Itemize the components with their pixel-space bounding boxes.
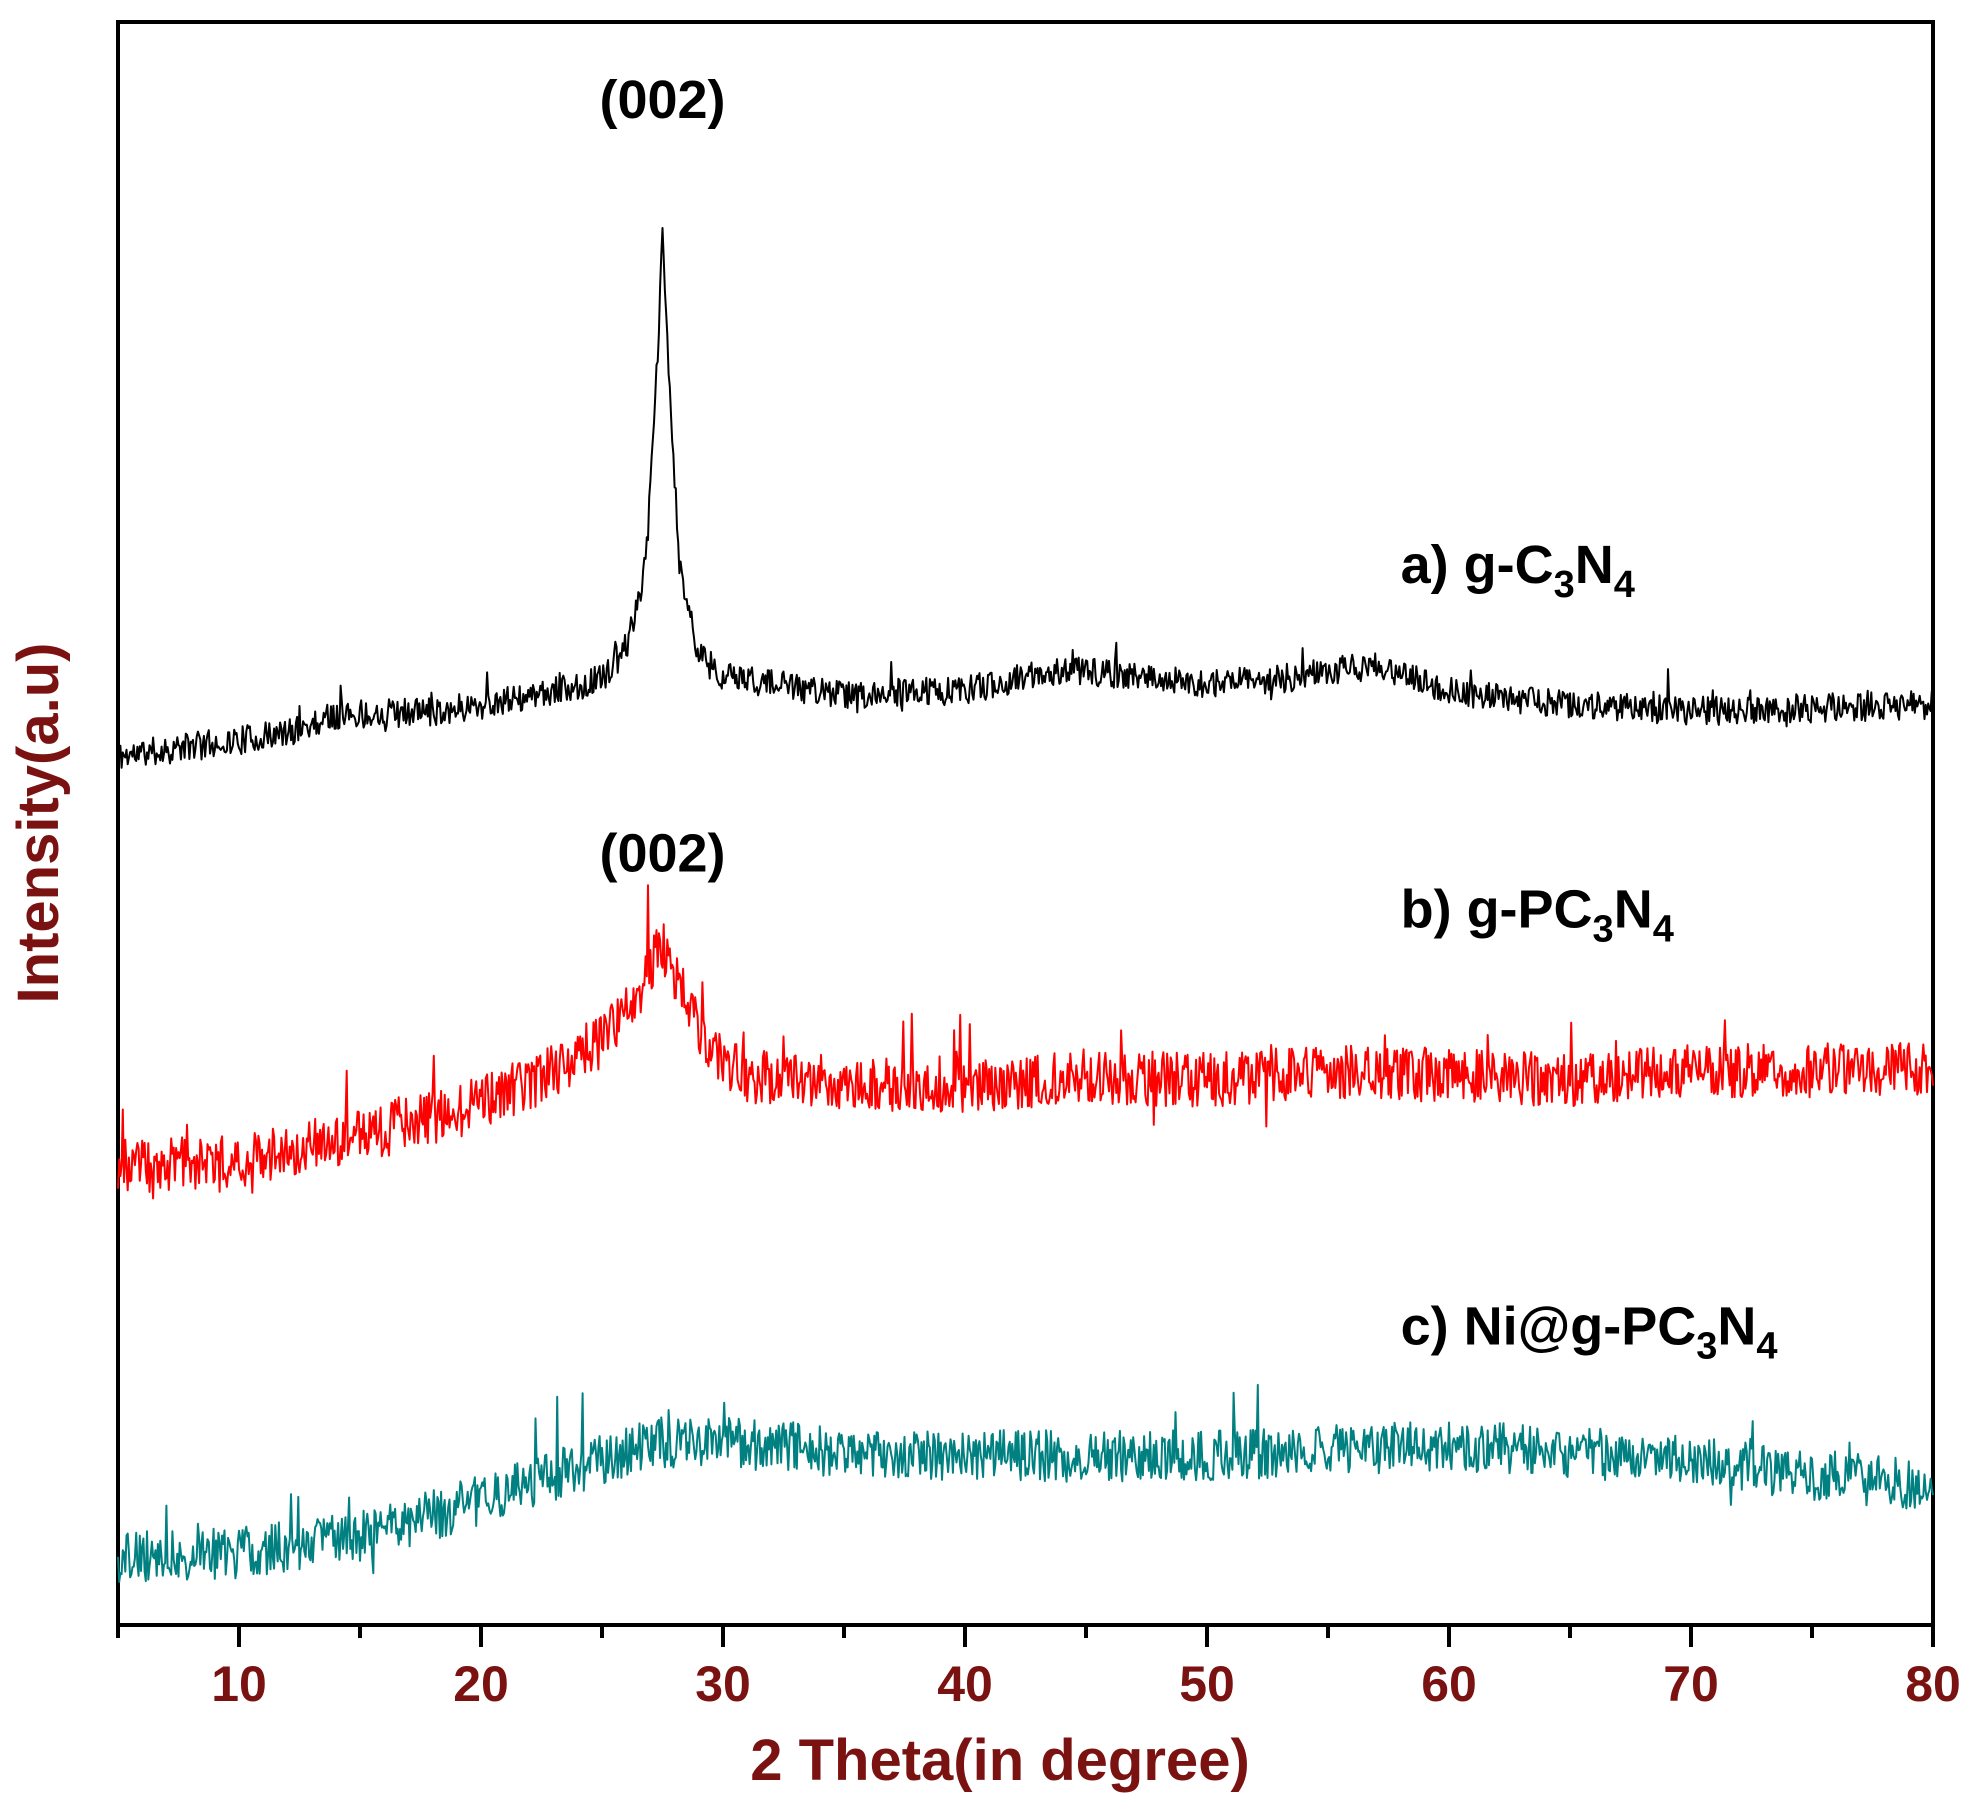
x-tick-label: 40 bbox=[937, 1656, 993, 1712]
series-label-2: c) Ni@g-PC3N4 bbox=[1401, 1296, 1778, 1367]
series-label-1: b) g-PC3N4 bbox=[1401, 880, 1674, 951]
series-label-0-label-sub2: 4 bbox=[1614, 564, 1635, 606]
series-label-0: a) g-C3N4 bbox=[1401, 535, 1635, 606]
peak-annotation-1: (002) bbox=[599, 824, 725, 884]
series-label-1-label-prefix: b) g-PC bbox=[1401, 880, 1593, 940]
series-label-2-label-sub2: 4 bbox=[1756, 1325, 1777, 1367]
series-label-2-label-prefix: c) Ni@g-PC bbox=[1401, 1296, 1697, 1356]
series-label-1-label-mid: N bbox=[1614, 880, 1653, 940]
series-label-1-label-sub1: 3 bbox=[1593, 909, 1614, 951]
x-axis-ticks: 10 20 30 40 50 60 70 80 bbox=[116, 1625, 1961, 1712]
x-tick-label: 70 bbox=[1663, 1656, 1719, 1712]
x-tick-label: 80 bbox=[1905, 1656, 1961, 1712]
peak-annotation-0: (002) bbox=[599, 70, 725, 130]
series-label-1-label-sub2: 4 bbox=[1653, 909, 1674, 951]
x-tick-label: 50 bbox=[1179, 1656, 1235, 1712]
x-axis-title: 2 Theta(in degree) bbox=[750, 1728, 1250, 1793]
series-label-2-label-sub1: 3 bbox=[1696, 1325, 1717, 1367]
series-line-1 bbox=[117, 884, 1934, 1200]
series-label-2-label-mid: N bbox=[1717, 1296, 1756, 1356]
series-label-0-label-prefix: a) g-C bbox=[1401, 535, 1554, 595]
x-tick-label: 10 bbox=[211, 1656, 267, 1712]
series-line-0 bbox=[117, 227, 1934, 769]
series-label-0-label-sub1: 3 bbox=[1554, 564, 1575, 606]
x-tick-label: 30 bbox=[695, 1656, 751, 1712]
plot-frame bbox=[116, 20, 1935, 1627]
series-label-0-label-mid: N bbox=[1575, 535, 1614, 595]
series-line-2 bbox=[117, 1383, 1934, 1583]
x-tick-label: 20 bbox=[453, 1656, 509, 1712]
x-tick-label: 60 bbox=[1421, 1656, 1477, 1712]
series-group bbox=[117, 227, 1934, 1583]
y-axis-title: Intensity(a.u) bbox=[6, 643, 71, 1004]
